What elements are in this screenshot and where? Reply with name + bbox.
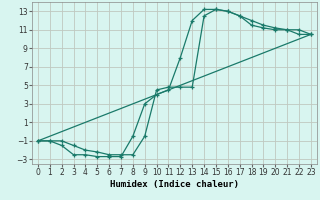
X-axis label: Humidex (Indice chaleur): Humidex (Indice chaleur) [110, 180, 239, 189]
